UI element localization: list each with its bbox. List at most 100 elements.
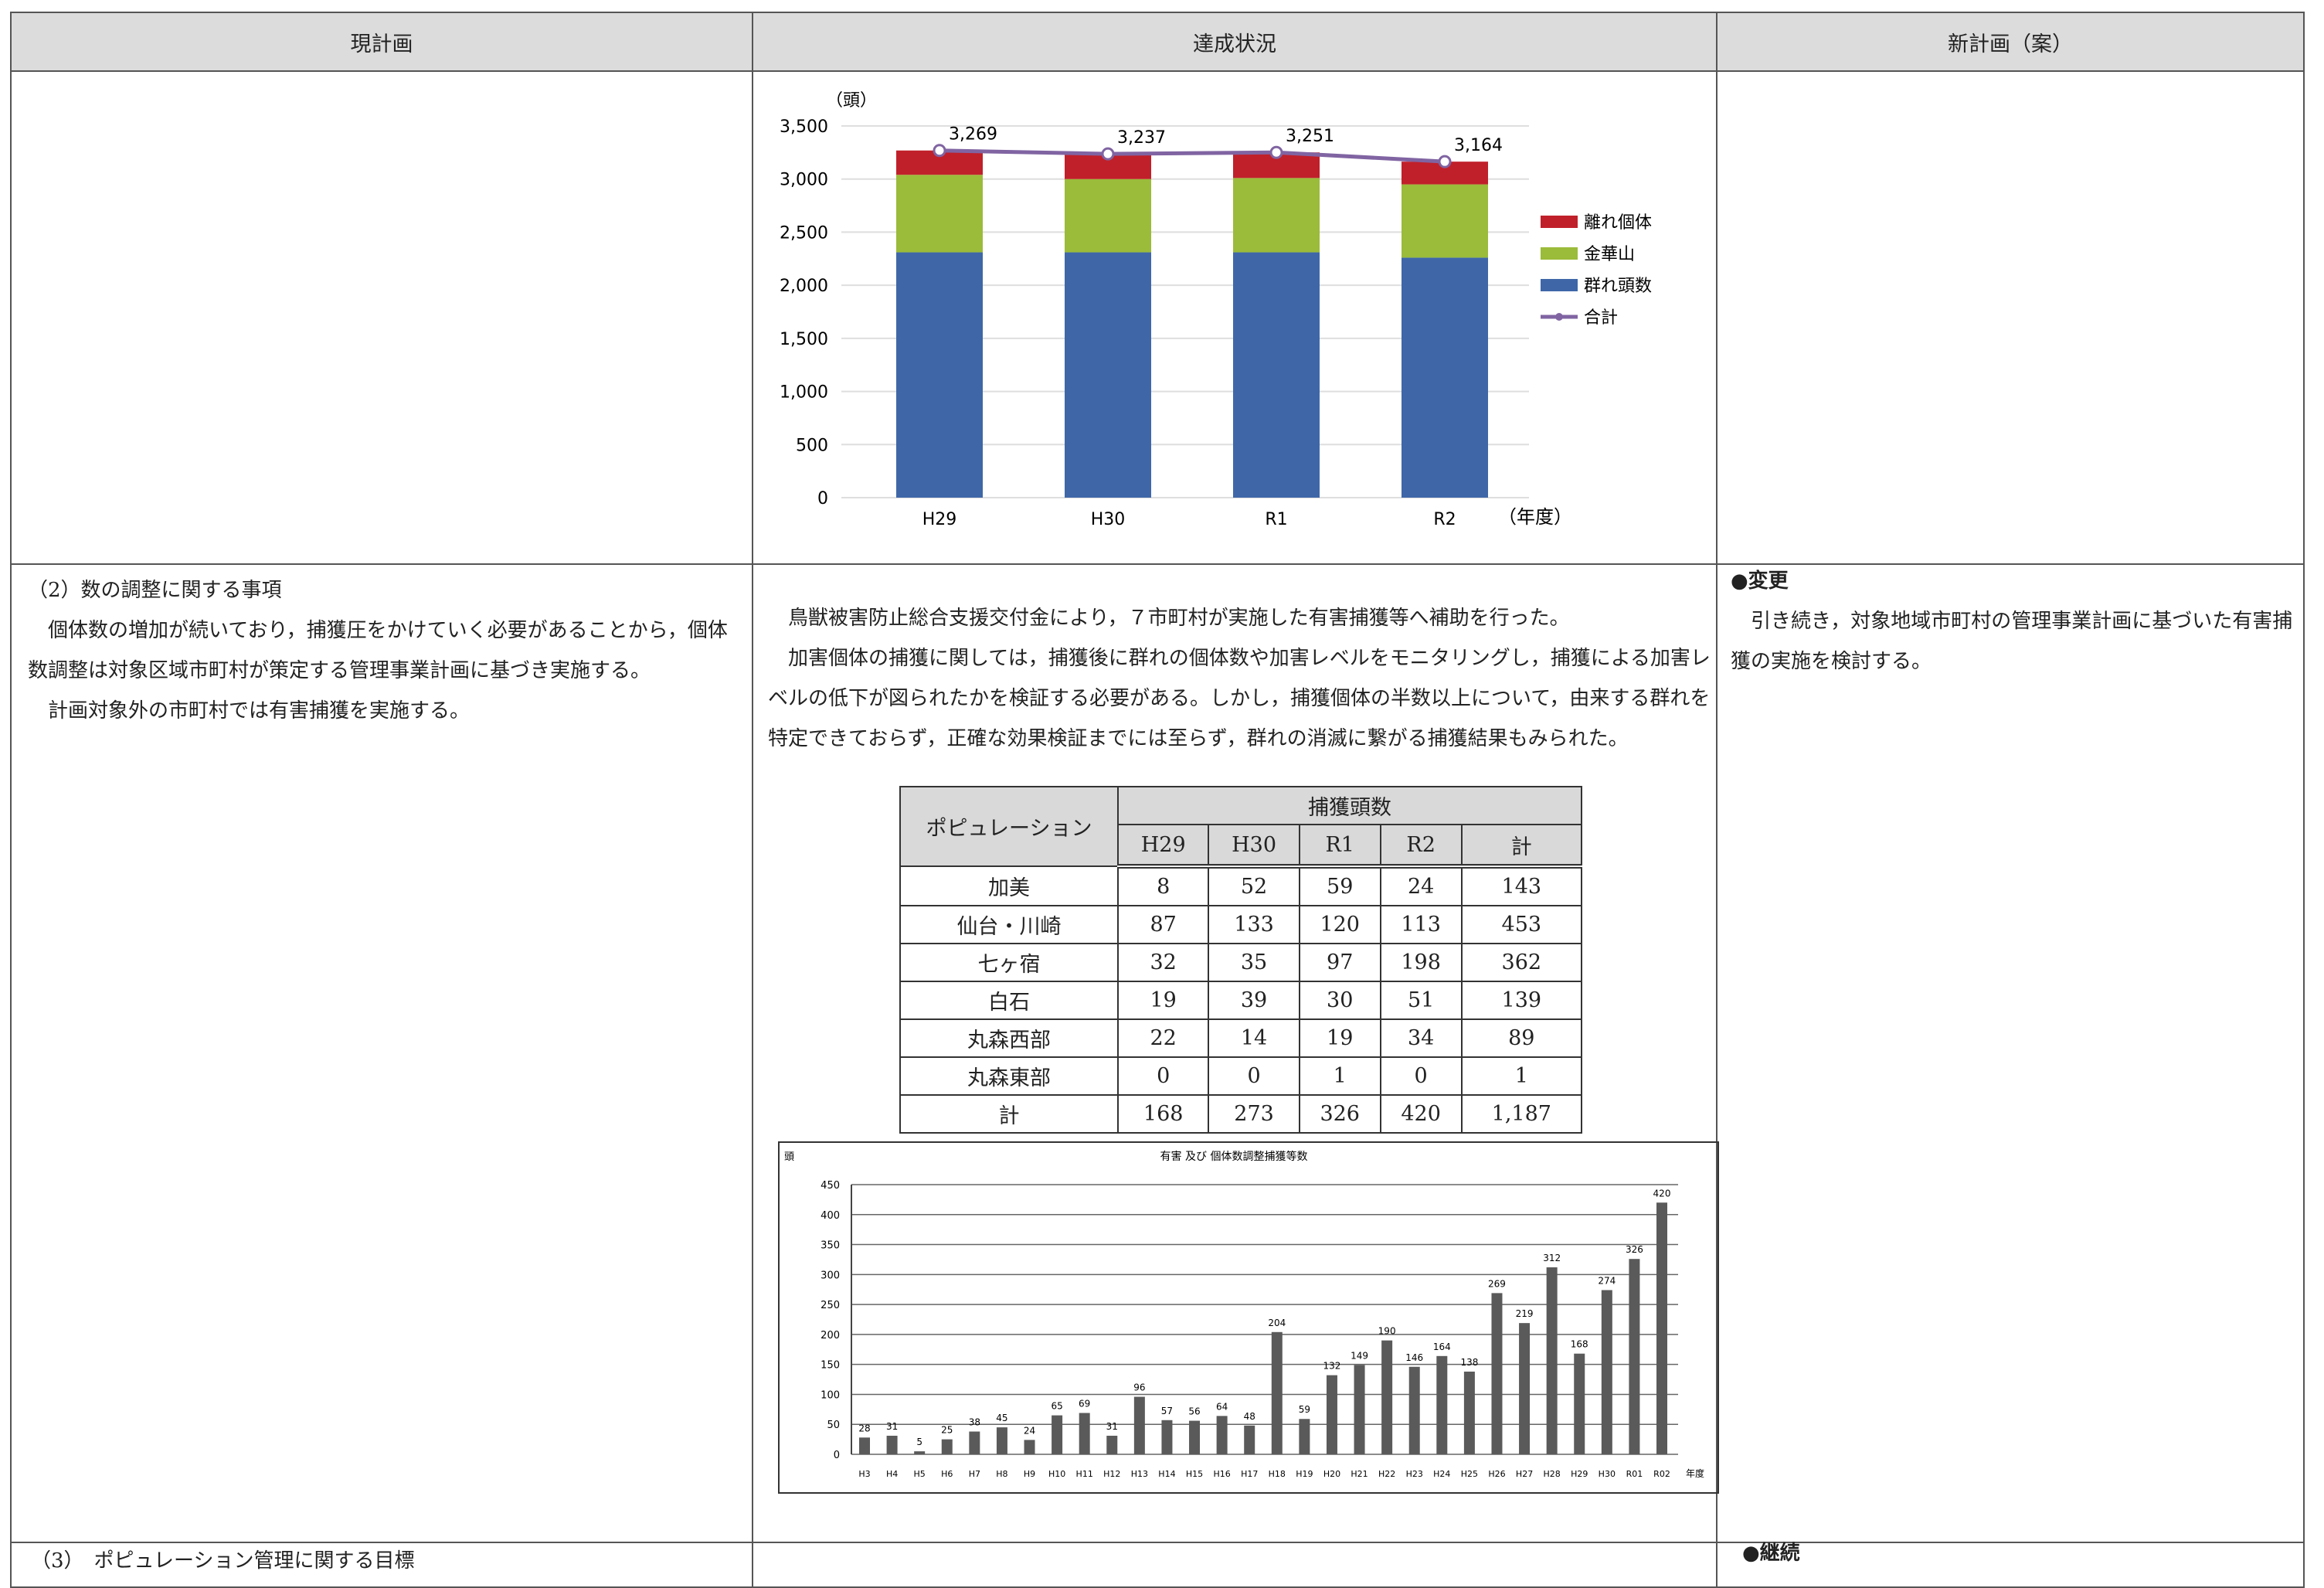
bar [914, 1451, 926, 1454]
header-cell: 捕獲頭数 [1117, 786, 1582, 825]
x-tick-label: H3 [858, 1469, 870, 1479]
bar [1244, 1425, 1255, 1454]
y-tick-label: 200 [821, 1330, 840, 1341]
table-cell: 1 [1460, 1056, 1583, 1096]
data-label: 24 [1024, 1425, 1035, 1436]
x-tick-label: H29 [922, 510, 957, 529]
bar [1408, 1366, 1420, 1454]
legend-label: 合計 [1584, 308, 1618, 328]
legend-swatch [1541, 247, 1578, 260]
bar [1189, 1420, 1201, 1454]
table-cell: 0 [1379, 1056, 1463, 1096]
bar [1354, 1365, 1365, 1454]
x-tick-label: H4 [886, 1469, 898, 1479]
heading: ●変更 [1731, 570, 1789, 593]
table-cell: 1 [1298, 1056, 1381, 1096]
header-cell: 達成状況 [752, 12, 1718, 72]
total-marker [933, 144, 946, 158]
bar [886, 1435, 898, 1454]
bar [1052, 1415, 1063, 1454]
bar [941, 1439, 953, 1454]
bar [1133, 1396, 1145, 1454]
bar [1436, 1355, 1448, 1454]
legend-marker [1555, 313, 1563, 321]
data-label: 38 [969, 1417, 980, 1428]
table-cell: 19 [1298, 1018, 1381, 1058]
table-row: 仙台・川崎 87 133 120 113 453 [899, 905, 1583, 944]
table-cell: 420 [1379, 1094, 1463, 1134]
bar-segment [1065, 252, 1151, 498]
x-tick-label: R2 [1433, 510, 1456, 529]
y-tick-label: 300 [821, 1270, 840, 1281]
data-label: 146 [1405, 1352, 1423, 1363]
data-label: 3,251 [1286, 127, 1334, 146]
y-tick-label: 450 [821, 1180, 840, 1192]
table-cell: 143 [1460, 865, 1583, 906]
legend-swatch [1541, 216, 1578, 228]
cell [752, 1542, 1718, 1588]
bar [859, 1437, 870, 1454]
paragraph: 加害個体の捕獲に関しては，捕獲後に群れの個体数や加害レベルをモニタリングし，捕獲… [768, 647, 1711, 750]
table-cell: 14 [1208, 1018, 1300, 1058]
bar [1271, 1331, 1283, 1454]
data-label: 5 [916, 1437, 922, 1447]
table-cell: 8 [1116, 865, 1210, 906]
total-marker [1438, 155, 1452, 168]
x-tick-label: H18 [1269, 1469, 1286, 1479]
y-tick-label: 0 [817, 489, 828, 508]
table-cell: 113 [1379, 905, 1463, 944]
data-label: 149 [1351, 1350, 1368, 1361]
x-tick-label: H13 [1131, 1469, 1148, 1479]
table-cell: 51 [1379, 981, 1463, 1020]
cell [1716, 70, 2305, 565]
right-text: ●変更 引き続き，対象地域市町村の管理事業計画に基づいた有害捕獲の実施を検討する… [1731, 561, 2299, 682]
bar [1106, 1435, 1118, 1454]
data-label: 64 [1216, 1401, 1228, 1412]
table-cell: 30 [1298, 981, 1381, 1020]
y-tick-label: 400 [821, 1210, 840, 1222]
bar [969, 1431, 980, 1454]
table-cell: 89 [1460, 1018, 1583, 1058]
y-tick-label: 0 [834, 1450, 840, 1461]
header-cell: 新計画（案） [1716, 12, 2305, 72]
data-label: 31 [886, 1421, 898, 1432]
bar [1299, 1419, 1310, 1454]
bar [1656, 1202, 1667, 1454]
data-label: 3,237 [1117, 128, 1166, 148]
data-label: 69 [1079, 1398, 1090, 1409]
table-cell: 52 [1208, 865, 1300, 906]
y-tick-label: 150 [821, 1360, 840, 1372]
paragraph: 個体数の増加が続いており，捕獲圧をかけていく必要があることから，個体数調整は対象… [28, 619, 728, 682]
bar-segment [896, 252, 983, 498]
cell [1716, 563, 2305, 1543]
total-marker [1269, 145, 1283, 159]
data-label: 3,164 [1454, 136, 1503, 155]
table-cell: 22 [1116, 1018, 1210, 1058]
bar [1161, 1420, 1173, 1454]
x-tick-label: H15 [1186, 1469, 1203, 1479]
x-tick-label: R1 [1265, 510, 1287, 529]
x-tick-label: H21 [1351, 1469, 1368, 1479]
x-axis-label: （年度） [1498, 506, 1572, 528]
table-cell: 19 [1116, 981, 1210, 1020]
data-label: 274 [1598, 1275, 1616, 1286]
legend-swatch [1541, 279, 1578, 291]
x-tick-label: H24 [1433, 1469, 1450, 1479]
y-tick-label: 2,000 [780, 277, 828, 296]
bar-chart: 有害 及び 個体数調整捕獲等数 頭年度 0 50 100 150 200 250 300 350 4… [778, 1141, 1719, 1494]
heading: （3） ポピュレーション管理に関する目標 [31, 1549, 415, 1573]
data-label: 138 [1460, 1357, 1478, 1368]
paragraph: 引き続き，対象地域市町村の管理事業計画に基づいた有害捕獲の実施を検討する。 [1731, 610, 2293, 673]
data-label: 204 [1268, 1318, 1286, 1328]
table-cell: 1,187 [1460, 1094, 1583, 1134]
table-cell: 133 [1208, 905, 1300, 944]
bar [996, 1427, 1007, 1454]
table-cell: 39 [1208, 981, 1300, 1020]
chart-title: 有害 及び 個体数調整捕獲等数 [1160, 1150, 1308, 1163]
data-label: 48 [1244, 1411, 1255, 1422]
bar-segment [1065, 179, 1151, 253]
bar [1546, 1267, 1558, 1454]
x-tick-label: H5 [914, 1469, 926, 1479]
header-cell: H29 [1116, 824, 1210, 869]
table-cell: 24 [1379, 865, 1463, 906]
